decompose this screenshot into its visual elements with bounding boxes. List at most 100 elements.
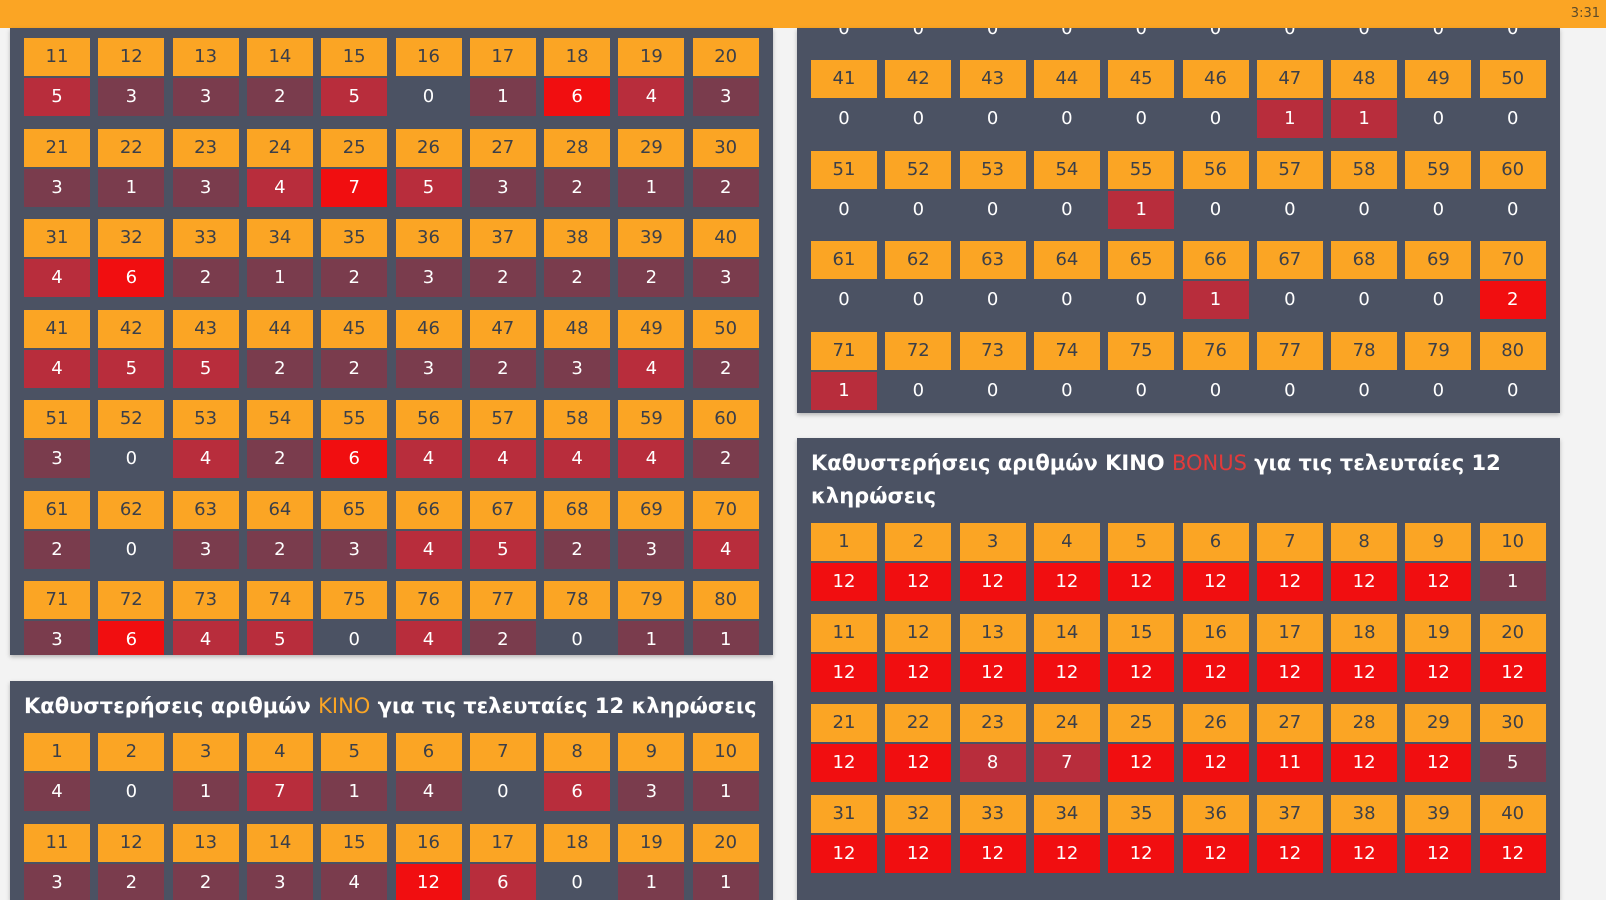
number-label: 78 xyxy=(1331,331,1398,370)
number-cell: 47 1 xyxy=(1256,60,1323,138)
count-value: 1 xyxy=(618,863,685,900)
number-cell: 33 12 xyxy=(959,794,1026,873)
count-value: 12 xyxy=(1405,563,1472,601)
count-value: 5 xyxy=(246,621,313,655)
count-value: 1 xyxy=(811,371,877,410)
count-value: 12 xyxy=(1256,834,1323,873)
number-label: 3 xyxy=(172,733,239,771)
count-value: 0 xyxy=(1405,100,1472,138)
count-value: 12 xyxy=(885,834,952,873)
number-label: 15 xyxy=(1108,613,1175,652)
number-label: 4 xyxy=(246,733,313,771)
count-value: 3 xyxy=(24,863,90,900)
number-cell: 75 0 xyxy=(1108,331,1175,410)
number-label: 1 xyxy=(811,523,877,561)
count-value: 0 xyxy=(1033,100,1100,138)
number-label: 16 xyxy=(395,38,462,76)
number-label: 17 xyxy=(469,823,536,862)
number-cell: 41 0 xyxy=(811,60,877,138)
number-label: 12 xyxy=(98,38,165,76)
number-label: 66 xyxy=(1182,241,1249,279)
number-label: 46 xyxy=(1182,60,1249,98)
count-value: 0 xyxy=(469,773,536,811)
number-cell: 18 6 xyxy=(544,38,611,116)
number-label: 39 xyxy=(618,219,685,257)
number-label: 56 xyxy=(395,400,462,438)
number-cell: 55 1 xyxy=(1108,150,1175,229)
count-value: 12 xyxy=(1033,563,1100,601)
number-label: 63 xyxy=(172,490,239,529)
count-value: 0 xyxy=(1108,281,1175,319)
number-label: 59 xyxy=(618,400,685,438)
number-cell: 3 12 xyxy=(959,523,1026,601)
count-value: 3 xyxy=(172,168,239,207)
number-label: 71 xyxy=(24,581,90,619)
count-value: 1 xyxy=(469,78,536,116)
count-value: 3 xyxy=(321,530,388,569)
number-label: 50 xyxy=(1479,60,1546,98)
count-value: 1 xyxy=(1182,281,1249,319)
number-label: 13 xyxy=(172,38,239,76)
number-cell: 60 0 xyxy=(1479,150,1546,229)
number-label: 46 xyxy=(395,309,462,348)
number-label: 18 xyxy=(544,38,611,76)
number-label: 69 xyxy=(618,490,685,529)
number-label: 38 xyxy=(544,219,611,257)
count-value: 4 xyxy=(321,863,388,900)
number-label: 35 xyxy=(321,219,388,257)
count-value: 0 xyxy=(811,190,877,229)
number-cell: 21 12 xyxy=(811,704,877,782)
number-cell: 20 12 xyxy=(1479,613,1546,692)
number-label: 60 xyxy=(1479,150,1546,189)
count-value: 2 xyxy=(172,259,239,297)
number-label: 65 xyxy=(1108,241,1175,279)
number-label: 34 xyxy=(246,219,313,257)
number-cell: 25 7 xyxy=(321,128,388,207)
number-cell: 27 11 xyxy=(1256,704,1323,782)
number-label: 44 xyxy=(1033,60,1100,98)
count-value: 2 xyxy=(246,530,313,569)
count-value: 3 xyxy=(469,168,536,207)
count-value: 0 xyxy=(1182,371,1249,410)
number-cell: 4 12 xyxy=(1033,523,1100,601)
title-highlight: KINO xyxy=(318,694,371,718)
count-value: 0 xyxy=(959,371,1026,410)
count-value: 12 xyxy=(959,563,1026,601)
number-cell: 24 7 xyxy=(1033,704,1100,782)
number-label: 29 xyxy=(1405,704,1472,742)
count-value: 1 xyxy=(618,621,685,655)
number-label: 76 xyxy=(395,581,462,619)
number-label: 2 xyxy=(98,733,165,771)
number-label: 61 xyxy=(811,241,877,279)
number-label: 75 xyxy=(1108,331,1175,370)
number-label: 32 xyxy=(98,219,165,257)
count-value: 4 xyxy=(618,78,685,116)
number-cell: 26 12 xyxy=(1182,704,1249,782)
number-cell: 44 2 xyxy=(246,309,313,388)
number-cell: 16 12 xyxy=(395,823,462,900)
count-value: 4 xyxy=(395,621,462,655)
count-value: 12 xyxy=(1182,563,1249,601)
count-value: 2 xyxy=(618,259,685,297)
number-cell: 43 0 xyxy=(959,60,1026,138)
count-value: 12 xyxy=(885,563,952,601)
count-value: 3 xyxy=(395,349,462,388)
number-cell: 62 0 xyxy=(98,490,165,569)
count-value: 0 xyxy=(1479,28,1546,48)
count-value: 3 xyxy=(618,773,685,811)
number-cell: 43 5 xyxy=(172,309,239,388)
count-value: 3 xyxy=(692,259,759,297)
number-cell: 72 6 xyxy=(98,581,165,655)
number-cell: 71 3 xyxy=(24,581,90,655)
number-label: 37 xyxy=(469,219,536,257)
status-time: 3:31 xyxy=(1570,6,1600,21)
count-value: 12 xyxy=(395,863,462,900)
number-cell: 64 0 xyxy=(1033,241,1100,319)
count-value: 0 xyxy=(1479,190,1546,229)
count-value: 8 xyxy=(959,744,1026,782)
